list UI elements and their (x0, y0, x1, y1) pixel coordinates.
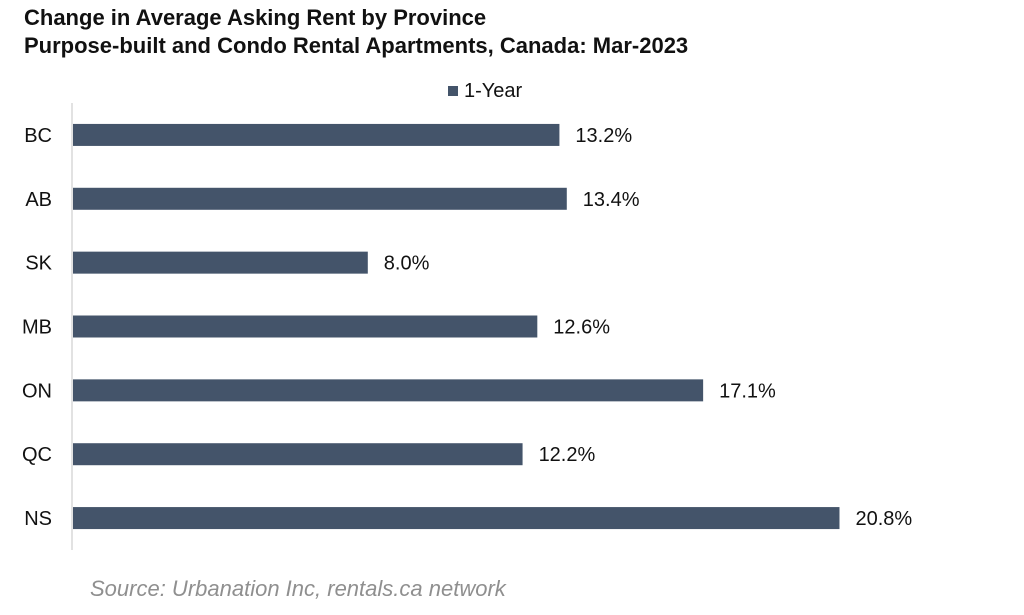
category-label-sk: SK (25, 253, 52, 275)
chart-subtitle: Purpose-built and Condo Rental Apartment… (24, 33, 689, 58)
bar-mb (73, 315, 538, 338)
chart-title-block: Change in Average Asking Rent by Provinc… (24, 4, 688, 60)
bar-bc (73, 123, 560, 146)
source-note: Source: Urbanation Inc, rentals.ca netwo… (90, 576, 506, 601)
category-label-qc: QC (22, 444, 52, 466)
data-label-ab: 13.4% (583, 189, 640, 211)
category-label-bc: BC (24, 125, 52, 147)
bar-ab (73, 187, 567, 210)
bar-qc (73, 443, 523, 466)
category-label-mb: MB (22, 317, 52, 339)
legend-swatch (448, 86, 458, 96)
legend-label: 1-Year (464, 79, 523, 102)
data-label-ns: 20.8% (855, 508, 912, 530)
category-label-ab: AB (25, 189, 52, 211)
data-label-qc: 12.2% (539, 444, 596, 466)
bar-ns (73, 507, 840, 530)
bar-sk (73, 251, 368, 274)
category-label-on: ON (22, 380, 52, 402)
data-label-sk: 8.0% (384, 253, 430, 275)
category-label-ns: NS (24, 508, 52, 530)
data-label-bc: 13.2% (575, 125, 632, 147)
chart-legend: 1-Year (448, 78, 522, 104)
chart-title: Change in Average Asking Rent by Provinc… (24, 5, 487, 30)
data-label-on: 17.1% (719, 380, 776, 402)
data-label-mb: 12.6% (553, 317, 610, 339)
bar-on (73, 379, 704, 402)
